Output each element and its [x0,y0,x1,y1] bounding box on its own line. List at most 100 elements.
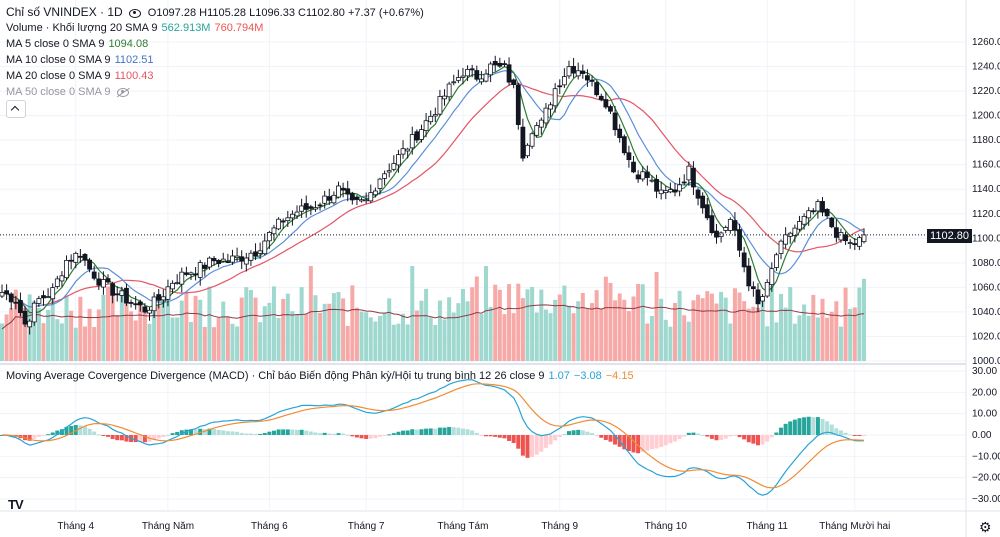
candle [197,259,203,286]
candle-body [36,298,42,304]
volume-bar [834,301,839,361]
candle-body [714,230,719,238]
candle-body [465,69,470,77]
ma5-legend[interactable]: MA 5 close 0 SMA 9 1094.08 [6,36,152,52]
volume-bar [825,317,830,361]
macd-hist-bar [119,435,124,441]
ma10-legend[interactable]: MA 10 close 0 SMA 9 1102.51 [6,52,158,68]
candle [635,170,641,183]
candle [276,217,281,231]
tradingview-logo[interactable]: TV [8,497,24,512]
candle [746,258,752,292]
volume-bar [55,319,60,361]
volume-bar [631,296,636,361]
candle-body [326,196,332,201]
collapse-legend-button[interactable] [6,100,26,118]
volume-bar [673,302,678,361]
candle [414,129,420,144]
candle [681,174,687,186]
ma50-legend[interactable]: MA 50 close 0 SMA 9 [6,84,133,100]
candle [303,195,309,218]
candle [64,255,69,281]
candle-body [741,252,747,268]
macd-hist-bar [193,429,198,435]
macd-hist-bar [175,431,180,435]
candle [290,210,295,226]
candle [778,239,784,260]
candle-body [654,179,659,192]
candle-body [589,79,595,82]
volume-bar [792,323,797,361]
candle [271,224,277,241]
symbol-title[interactable]: Chỉ số VNINDEX · 1D [6,5,123,19]
macd-hist-bar [640,435,645,452]
candle [492,55,498,72]
volume-bar [350,285,355,361]
volume-bar [852,307,857,361]
macd-hist-bar [170,433,175,435]
macd-hist-bar [774,432,779,435]
volume-bar [576,301,581,361]
volume-bar [507,284,512,361]
candle [101,271,106,295]
candle-body [91,271,97,279]
candle-body [197,262,203,278]
macd-hist-bar [566,431,571,435]
volume-bar [9,308,14,361]
macd-hist-bar [377,435,382,437]
macd-hist-bar [101,435,106,436]
macd-tick-label: −20.00 [972,473,1000,484]
volume-bar [341,298,346,361]
macd-hist-bar [46,434,51,436]
candle-body [658,189,664,195]
candle [313,200,318,212]
candle-body [160,296,166,301]
volume-bar [428,317,433,361]
volume-bar [760,296,765,361]
candle-body [41,295,46,299]
ohlc-values: O1097.28 H1105.28 L1096.33 C1102.80 +7.3… [147,7,424,19]
candle [460,67,466,85]
candle-body [294,211,300,217]
candle [566,60,572,79]
candle-body [54,278,60,287]
ma20-legend[interactable]: MA 20 close 0 SMA 9 1100.43 [6,68,158,84]
volume-bar [235,326,240,361]
macd-hist-bar [179,430,184,435]
candle-body [635,174,641,180]
candle-body [737,229,742,251]
price-axis-labels: 1000.00 1020.00 1040.00 1060.00 1080.00 1100.… [972,37,1000,367]
macd-hist-bar [516,435,521,449]
volume-legend[interactable]: Volume · Khối lượng 20 SMA 9 562.913M 760.… [6,20,267,36]
volume-bar [691,300,696,361]
candle-body [220,258,226,262]
candle-body [414,131,420,141]
macd-hist-bar [539,435,544,452]
candle-body [419,129,424,140]
macd-hist-bar [152,435,157,440]
candle-body [506,64,512,83]
eye-off-icon[interactable] [116,87,129,97]
candle [423,112,429,138]
eye-icon[interactable] [128,8,141,18]
candle [797,215,802,232]
candle-body [382,173,387,179]
volume-bar [198,299,203,361]
macd-hist-bar [354,435,359,438]
candle-body [552,88,558,107]
macd-hist-bar [862,435,866,436]
volume-bar [543,309,548,361]
candle [382,170,387,186]
volume-bar [396,323,401,361]
gear-icon[interactable]: ⚙ [979,519,992,535]
volume-bar [221,301,226,361]
candle [446,81,452,101]
volume-bar [165,301,170,361]
candle [45,288,51,299]
macd-hist-bar [838,430,843,435]
macd-legend[interactable]: Moving Average Covergence Divergence (MA… [6,368,638,384]
macd-hist-bar [645,435,650,451]
volume-bar [82,326,87,361]
volume-bar [815,317,820,361]
